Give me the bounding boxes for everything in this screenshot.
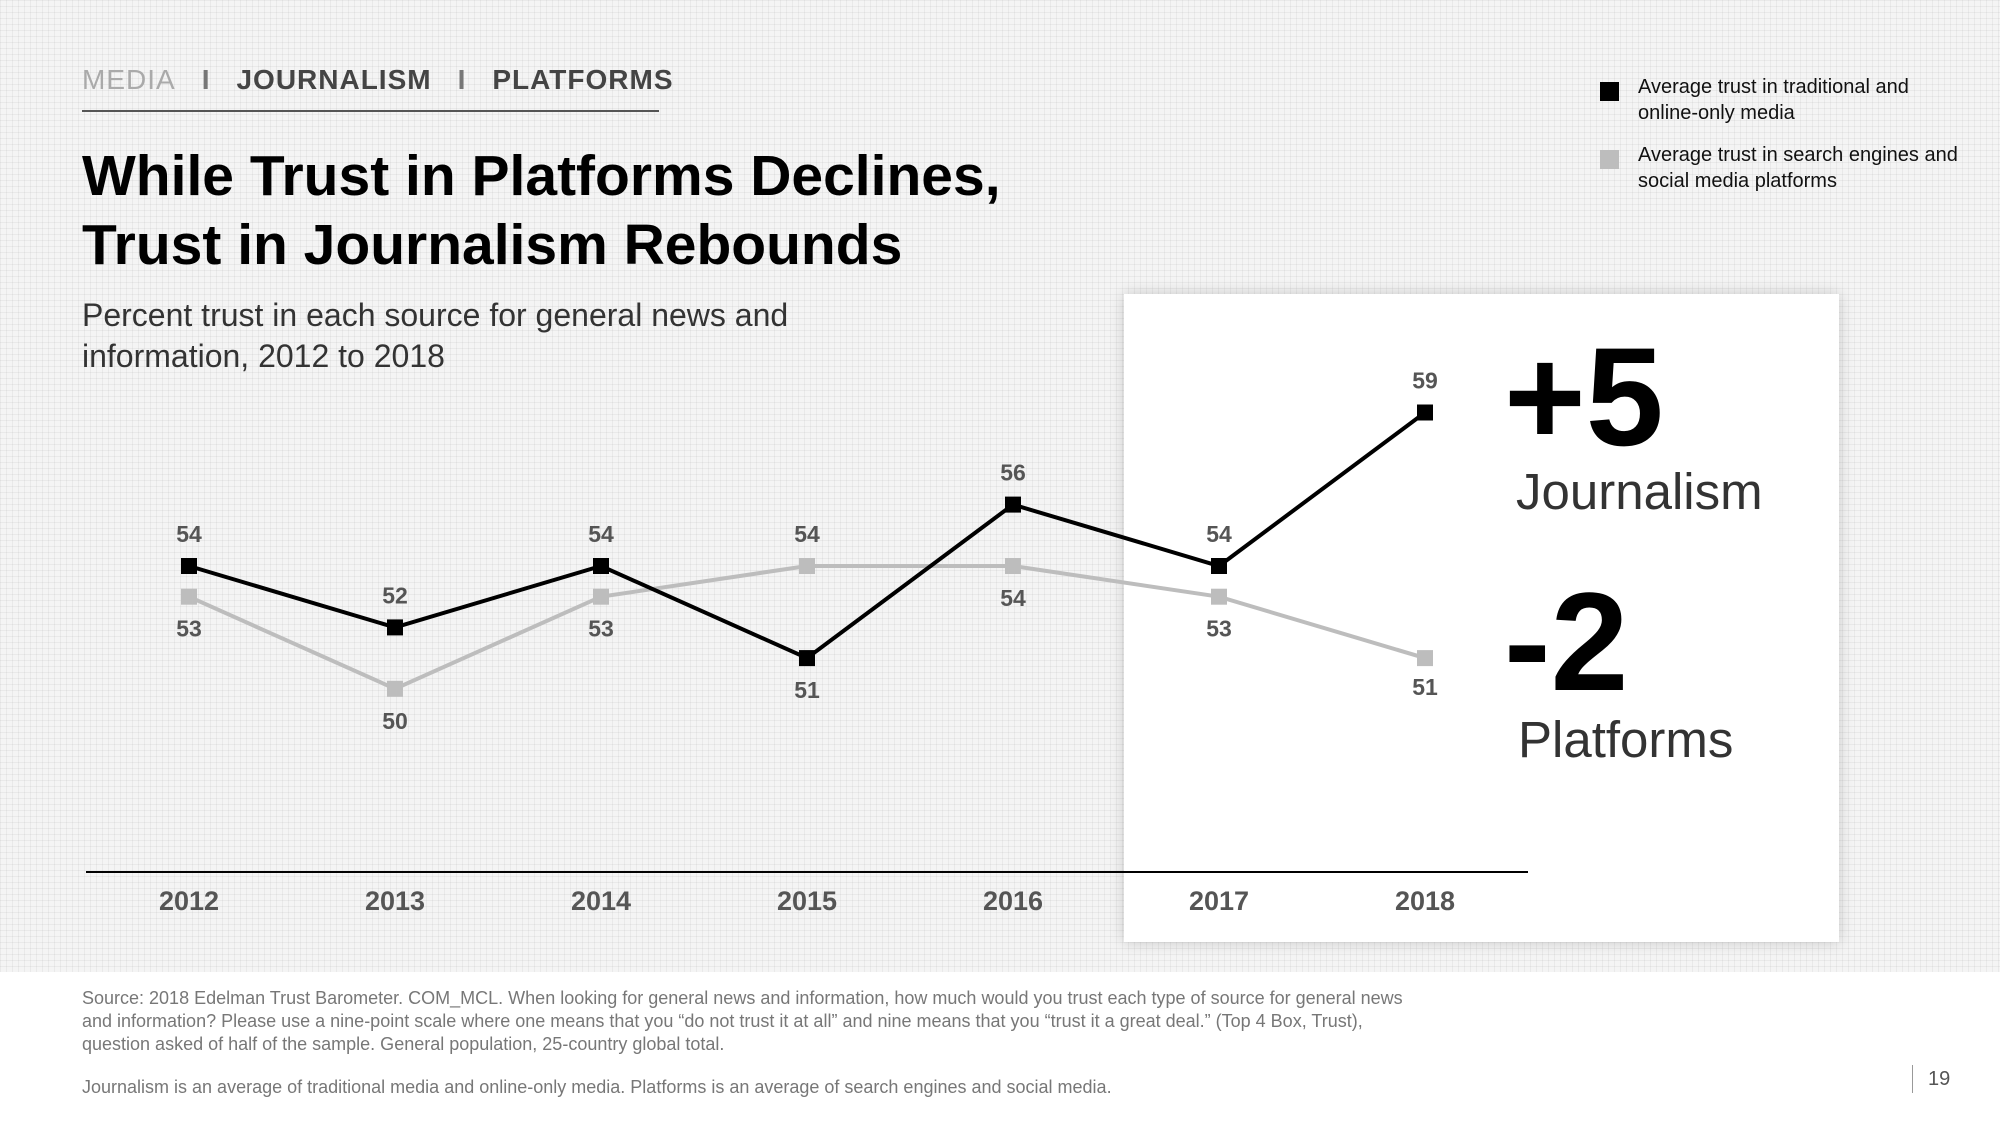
data-label: 59 bbox=[1412, 368, 1438, 394]
data-label: 56 bbox=[1000, 460, 1026, 486]
legend-label-journalism: Average trust in traditional and online-… bbox=[1638, 76, 1909, 124]
data-label: 53 bbox=[176, 616, 202, 642]
highlight-panel: +5 Journalism -2 Platforms bbox=[1124, 294, 1839, 942]
page-number: 19 bbox=[1928, 1068, 1951, 1090]
chart-subtitle: Percent trust in each source for general… bbox=[82, 297, 789, 374]
x-tick-label: 2014 bbox=[571, 886, 631, 916]
legend-item-platforms: Average trust in search engines and soci… bbox=[1600, 142, 1990, 194]
data-point bbox=[387, 680, 403, 697]
data-label: 53 bbox=[1206, 616, 1232, 642]
x-tick-label: 2018 bbox=[1395, 886, 1455, 916]
legend-swatch-journalism bbox=[1600, 82, 1619, 101]
data-point bbox=[593, 558, 609, 574]
journalism-change-value: +5 bbox=[1504, 318, 1664, 475]
x-tick-label: 2017 bbox=[1189, 886, 1249, 916]
breadcrumb-item-platforms: PLATFORMS bbox=[492, 64, 674, 95]
breadcrumb-separator: I bbox=[457, 64, 467, 95]
data-label: 54 bbox=[794, 521, 820, 547]
page-number-divider bbox=[1912, 1065, 1913, 1093]
data-point bbox=[1211, 588, 1227, 605]
data-point bbox=[1005, 558, 1021, 574]
data-point bbox=[1417, 650, 1433, 667]
footer: Source: 2018 Edelman Trust Barometer. CO… bbox=[0, 972, 2000, 1125]
breadcrumb-item-media: MEDIA bbox=[82, 64, 176, 95]
data-label: 51 bbox=[1412, 674, 1438, 700]
data-point bbox=[799, 558, 815, 574]
series-line-platforms bbox=[188, 564, 1426, 691]
data-point bbox=[799, 650, 815, 667]
data-point bbox=[1211, 558, 1227, 574]
data-label: 54 bbox=[176, 521, 202, 547]
x-tick-label: 2013 bbox=[365, 886, 425, 916]
x-tick-label: 2016 bbox=[983, 886, 1043, 916]
x-tick-label: 2015 bbox=[777, 886, 837, 916]
data-label: 54 bbox=[1000, 585, 1026, 611]
data-point bbox=[181, 558, 197, 574]
data-label: 54 bbox=[1206, 521, 1232, 547]
source-note: Source: 2018 Edelman Trust Barometer. CO… bbox=[82, 988, 1403, 1054]
data-point bbox=[1417, 404, 1433, 421]
legend-swatch-platforms bbox=[1600, 150, 1619, 169]
data-point bbox=[1005, 496, 1021, 513]
platforms-change-value: -2 bbox=[1504, 563, 1629, 720]
data-label: 52 bbox=[382, 582, 408, 608]
data-label: 51 bbox=[794, 677, 820, 703]
trust-line-chart: 2012 2013 2014 2015 2016 2017 2018 53 50 53 54 54 53… bbox=[86, 368, 1528, 916]
breadcrumb: MEDIA I JOURNALISM I PLATFORMS bbox=[82, 64, 673, 112]
data-point bbox=[387, 619, 403, 636]
legend-label-platforms: Average trust in search engines and soci… bbox=[1638, 144, 1958, 192]
breadcrumb-separator: I bbox=[201, 64, 211, 95]
chart-legend: Average trust in traditional and online-… bbox=[1600, 74, 1990, 210]
page-title: While Trust in Platforms Declines, Trust… bbox=[82, 144, 1001, 277]
data-label: 50 bbox=[382, 708, 408, 734]
definition-note: Journalism is an average of traditional … bbox=[82, 1077, 1112, 1097]
breadcrumb-item-journalism: JOURNALISM bbox=[236, 64, 432, 95]
legend-item-journalism: Average trust in traditional and online-… bbox=[1600, 74, 1990, 126]
journalism-change-label: Journalism bbox=[1516, 463, 1763, 520]
x-tick-label: 2012 bbox=[159, 886, 219, 916]
data-point bbox=[181, 588, 197, 605]
data-label: 53 bbox=[588, 616, 614, 642]
data-label: 54 bbox=[588, 521, 614, 547]
data-point bbox=[593, 588, 609, 605]
platforms-change-label: Platforms bbox=[1518, 711, 1734, 768]
